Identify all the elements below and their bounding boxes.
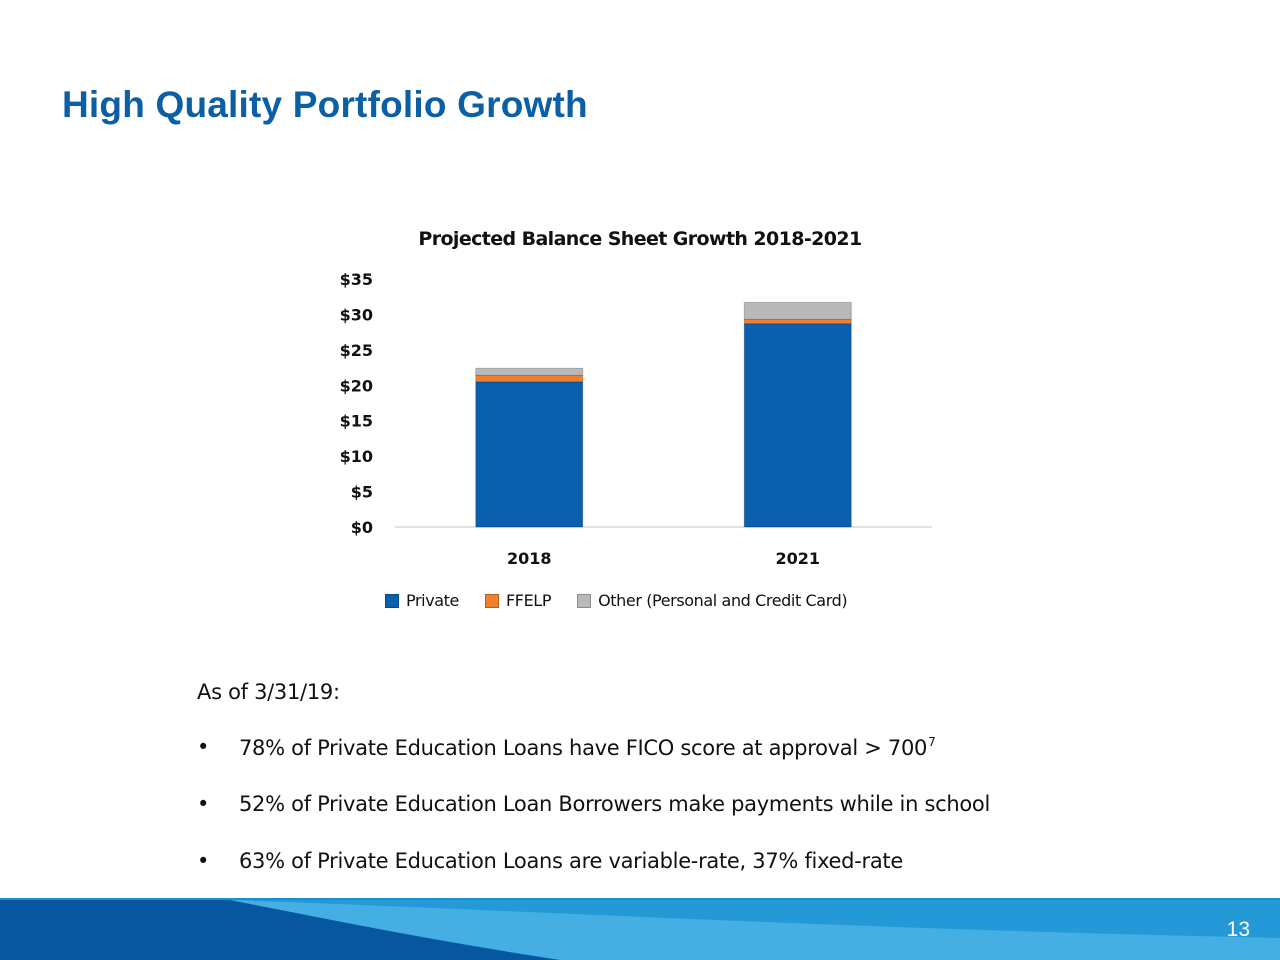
y-tick-label: $5 [351, 483, 373, 502]
bullet-marker: • [197, 792, 210, 816]
page-number: 13 [1226, 918, 1250, 941]
legend-item-private: Private [385, 591, 459, 610]
legend-label-ffelp: FFELP [505, 591, 552, 610]
portfolio-notes: As of 3/31/19: • 78% of Private Educatio… [197, 680, 990, 901]
chart-legend: Private FFELP Other (Personal and Credit… [385, 591, 873, 610]
bullet-item: • 52% of Private Education Loan Borrower… [197, 787, 990, 821]
legend-swatch-other [577, 593, 592, 608]
bar-segment-2021-other [743, 301, 852, 320]
y-tick-label: $0 [351, 518, 373, 537]
y-tick-label: $10 [340, 447, 373, 466]
legend-item-other: Other (Personal and Credit Card) [577, 591, 848, 610]
bullet-text: 52% of Private Education Loan Borrowers … [239, 792, 990, 816]
footnote-marker: 7 [928, 734, 936, 749]
y-tick-label: $15 [340, 412, 373, 431]
bullet-marker: • [197, 849, 210, 873]
bullet-text: 63% of Private Education Loans are varia… [239, 849, 903, 873]
bullet-list: • 78% of Private Education Loans have FI… [197, 730, 990, 878]
legend-item-ffelp: FFELP [484, 591, 552, 610]
bar-segment-2018-ffelp [475, 374, 584, 383]
chart-title: Projected Balance Sheet Growth 2018-2021 [418, 228, 862, 250]
y-tick-label: $35 [340, 270, 373, 289]
legend-swatch-private [385, 593, 399, 608]
bullet-item: • 78% of Private Education Loans have FI… [197, 730, 990, 764]
bar-segment-2021-ffelp [743, 318, 852, 325]
slide-title: High Quality Portfolio Growth [62, 84, 588, 125]
bullet-item: • 63% of Private Education Loans are var… [197, 844, 990, 878]
y-tick-label: $30 [340, 305, 373, 324]
bullet-marker: • [197, 735, 210, 759]
x-tick-label: 2018 [507, 549, 552, 568]
as-of-date: As of 3/31/19: [197, 680, 340, 704]
bullet-text: 78% of Private Education Loans have FICO… [239, 734, 936, 760]
footer-wave-band [0, 898, 1280, 960]
x-tick-label: 2021 [775, 549, 820, 568]
bar-segment-2018-other [475, 367, 584, 376]
legend-label-other: Other (Personal and Credit Card) [598, 591, 848, 610]
y-tick-label: $25 [340, 341, 373, 360]
y-tick-label: $20 [340, 376, 373, 395]
legend-label-private: Private [406, 591, 459, 610]
bar-segment-2018-private [475, 381, 584, 528]
bar-segment-2021-private [743, 323, 852, 528]
legend-swatch-ffelp [484, 593, 499, 608]
